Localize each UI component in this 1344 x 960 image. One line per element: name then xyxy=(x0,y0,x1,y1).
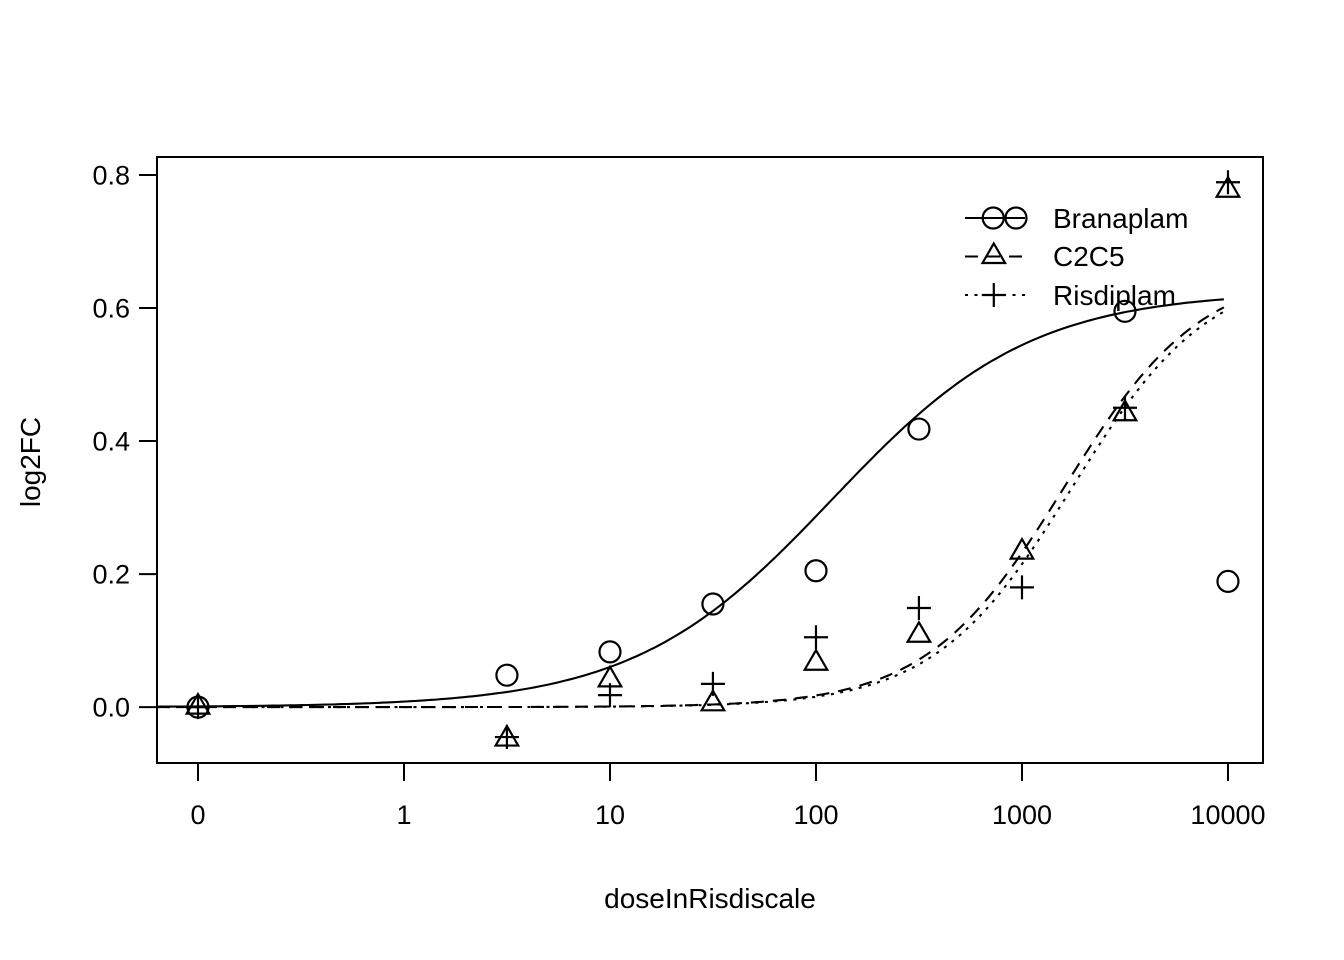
x-tick-label: 0 xyxy=(190,800,205,830)
circle-marker xyxy=(1113,299,1137,323)
circle-marker xyxy=(1216,569,1240,593)
triangle-marker xyxy=(1111,398,1139,422)
legend-marker-circle xyxy=(981,206,1005,230)
x-tick-label: 1 xyxy=(396,800,411,830)
plus-marker xyxy=(1215,170,1240,195)
fit-curves xyxy=(156,298,1225,709)
x-tick-label: 1000 xyxy=(992,800,1052,830)
fit-curve-risdiplam xyxy=(157,310,1225,709)
fit-curve-c2c5 xyxy=(157,306,1225,709)
triangle-marker xyxy=(905,620,933,643)
legend-marker-plus xyxy=(981,283,1006,307)
triangle-marker xyxy=(1214,175,1242,198)
plus-marker xyxy=(700,671,725,696)
circle-marker xyxy=(598,640,622,664)
x-axis-ticks: 0 1 10 100 1000 10000 xyxy=(190,763,1266,830)
circle-marker xyxy=(701,592,725,616)
plus-marker xyxy=(1112,395,1137,420)
y-axis-title: log2FC xyxy=(15,417,46,507)
plot-area-border xyxy=(156,156,1264,764)
data-points xyxy=(184,170,1242,750)
plus-marker xyxy=(1009,575,1034,600)
x-tick-label: 10 xyxy=(595,800,625,830)
series-points-branaplam xyxy=(186,299,1240,719)
legend-label-c2c5: C2C5 xyxy=(1053,241,1125,272)
triangle-marker xyxy=(1008,536,1036,560)
legend-label-branaplam: Branaplam xyxy=(1053,203,1188,234)
legend-keys xyxy=(965,206,1028,307)
plus-marker xyxy=(185,695,210,720)
y-axis-ticks: 0.0 0.2 0.4 0.6 0.8 xyxy=(92,160,157,723)
triangle-marker xyxy=(699,688,727,712)
legend-label-risdiplam: Risdiplam xyxy=(1053,280,1176,311)
legend: Branaplam C2C5 Risdiplam xyxy=(965,203,1188,311)
series-points-risdiplam xyxy=(185,170,1240,750)
plus-marker xyxy=(494,725,519,750)
circle-marker xyxy=(495,663,519,687)
circle-marker xyxy=(804,559,828,583)
plus-marker xyxy=(803,625,828,650)
x-tick-label: 10000 xyxy=(1190,800,1265,830)
legend-marker-triangle xyxy=(980,241,1008,265)
y-tick-label: 0.0 xyxy=(92,693,130,723)
plus-marker xyxy=(906,596,931,621)
fit-curve-branaplam xyxy=(156,298,1224,708)
circle-marker xyxy=(907,417,931,441)
plus-marker xyxy=(597,683,622,708)
triangle-marker xyxy=(802,648,830,671)
y-tick-label: 0.8 xyxy=(92,160,130,190)
x-axis-title: doseInRisdiscale xyxy=(604,883,816,914)
y-tick-label: 0.4 xyxy=(92,427,130,457)
y-tick-label: 0.2 xyxy=(92,560,130,590)
legend-marker-circle xyxy=(1004,206,1028,230)
y-tick-label: 0.6 xyxy=(92,294,130,324)
x-tick-label: 100 xyxy=(793,800,838,830)
